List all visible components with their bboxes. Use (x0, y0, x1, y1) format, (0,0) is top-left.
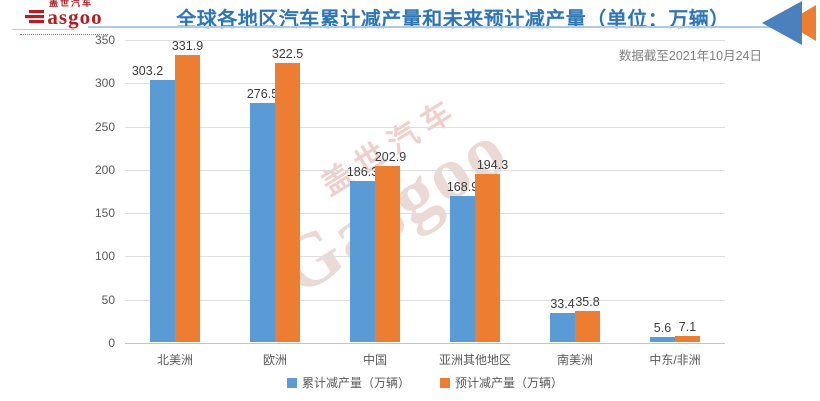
y-tick-label-50: 50 (101, 292, 115, 307)
bar-cumulative-2 (350, 180, 375, 342)
logo-brand-cn: 盖世汽车 (48, 0, 93, 8)
x-axis-label-2: 中国 (362, 353, 387, 367)
y-tick-label-350: 350 (94, 33, 115, 47)
bar-cumulative-4 (550, 313, 575, 342)
y-tick-label-150: 150 (94, 206, 115, 221)
bar-cumulative-5 (650, 337, 675, 342)
legend-swatch-icon (440, 377, 450, 388)
bar-value-label: 276.5 (246, 86, 279, 101)
bar-forecast-2 (375, 166, 400, 342)
bar-cumulative-0 (150, 79, 175, 342)
gridline-350 (125, 40, 725, 41)
y-tick-label-100: 100 (94, 249, 115, 264)
gridline-50 (125, 299, 725, 301)
logo-stripes-g-icon (25, 10, 45, 24)
page-title: 全球各地区汽车累计减产量和未来预计减产量（单位：万辆） (176, 9, 730, 31)
bar-cumulative-3 (450, 195, 475, 342)
legend-item: 累计减产量（万辆） (286, 374, 410, 391)
bar-value-label: 303.2 (131, 63, 164, 78)
legend-label: 预计减产量（万辆） (455, 376, 564, 390)
gridline-0 (125, 343, 725, 344)
bar-value-label: 202.9 (374, 150, 407, 165)
logo-brand-en: asgoo (47, 5, 103, 29)
y-tick-label-200: 200 (94, 162, 115, 177)
double-left-arrows-icon (762, 1, 816, 45)
bar-value-label: 331.9 (171, 38, 204, 53)
legend-swatch-icon (286, 377, 297, 388)
bar-forecast-1 (275, 62, 300, 342)
x-axis-label-3: 亚洲其他地区 (438, 353, 511, 367)
gridline-250 (125, 126, 725, 128)
bar-value-label: 33.4 (550, 297, 575, 312)
bar-value-label: 186.3 (346, 164, 379, 179)
x-axis-label-5: 中东/非洲 (649, 353, 701, 367)
logo-tagline (20, 29, 108, 35)
logo-divider (12, 29, 74, 30)
gridline-150 (125, 213, 725, 215)
legend-item: 预计减产量（万辆） (440, 374, 563, 391)
x-axis-label-1: 欧洲 (262, 353, 287, 367)
bar-chart-plot-area: 303.2 331.9 276.5 322.5 186.3 202.9 168.9 194.3… (125, 38, 725, 344)
title-underline (88, 26, 787, 28)
bar-cumulative-1 (250, 102, 275, 342)
bar-value-label: 35.8 (575, 295, 600, 309)
bar-value-label: 194.3 (476, 157, 509, 172)
bar-value-label: 322.5 (271, 46, 304, 61)
gridline-100 (125, 256, 725, 258)
x-axis-label-0: 北美洲 (156, 353, 193, 367)
bar-value-label: 7.1 (678, 319, 697, 334)
bar-forecast-5 (675, 335, 700, 342)
bar-value-label: 5.6 (653, 321, 672, 336)
gasgoo-logo: 盖世汽车 asgoo (12, 0, 116, 35)
bar-forecast-0 (175, 54, 200, 342)
bar-value-label: 168.9 (446, 179, 479, 194)
legend-label: 累计减产量（万辆） (301, 376, 410, 390)
y-tick-label-250: 250 (94, 119, 115, 134)
gridline-200 (125, 169, 725, 171)
y-tick-label-0: 0 (108, 336, 115, 350)
x-axis-label-4: 南美洲 (556, 353, 593, 367)
bar-forecast-3 (475, 173, 500, 342)
y-tick-label-300: 300 (94, 76, 115, 91)
gridline-300 (125, 83, 725, 85)
bar-forecast-4 (575, 311, 600, 342)
chart-legend: 累计减产量（万辆） 预计减产量（万辆） (125, 374, 725, 391)
data-cutoff-note: 数据截至2021年10月24日 (618, 49, 762, 63)
